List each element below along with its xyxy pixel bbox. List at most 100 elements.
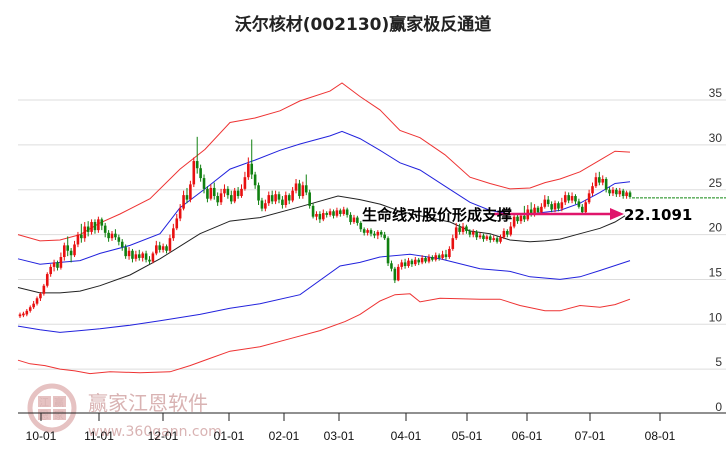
candle [35,298,39,304]
channel-lines [17,82,631,375]
candle [321,213,325,220]
y-tick-label: 5 [715,355,722,369]
chart-title: 沃尔核材(002130)赢家极反通道 [234,15,492,35]
candle [366,230,369,233]
candle [499,237,502,242]
inner-lower-line [17,253,631,333]
candle [182,195,185,209]
candle [529,209,533,214]
candle [97,219,100,231]
candle [563,195,567,203]
candle [141,253,144,258]
candle [587,193,591,203]
candle [550,204,553,210]
candle [151,253,155,262]
candle [192,161,196,185]
grid-lines [18,99,726,370]
candle [420,257,424,263]
candle [189,184,192,200]
candle [226,188,230,196]
x-tick-label: 08-01 [645,429,676,443]
candle [107,232,110,239]
candle [199,168,202,179]
x-tick-label: 07-01 [575,429,606,443]
candle [339,210,342,214]
candle [264,203,267,209]
candle [114,233,117,238]
candle [124,247,127,257]
annotation: 生命线对股价形成支撑 22.1091 [362,206,692,224]
candle [362,229,366,233]
candle [59,257,63,268]
candle [506,231,509,235]
annotation-value: 22.1091 [624,206,692,224]
candle [485,236,489,240]
candle [468,231,472,235]
x-tick-label: 01-01 [214,429,245,443]
candlestick-series [18,136,632,319]
candle [458,227,461,232]
candle [223,188,226,194]
candle [332,211,335,216]
candle [390,263,393,269]
candle [229,195,233,202]
candle [393,268,397,281]
candle [379,231,383,235]
candle [148,259,151,262]
candle [349,214,352,223]
candle [90,222,93,232]
candle [546,199,550,205]
candle [519,215,523,222]
y-tick-label: 25 [709,176,723,190]
candle [240,188,243,197]
candle [342,209,346,214]
candle [257,185,260,201]
candle [359,222,363,230]
x-tick-label: 10-01 [26,429,57,443]
candle [584,202,587,213]
outer-lower-line [17,293,631,375]
candle [39,293,42,299]
x-tick-label: 02-01 [269,429,300,443]
candle [403,262,407,266]
candle [86,226,90,232]
x-tick-label: 12-01 [148,429,179,443]
candle [478,235,482,238]
candle [625,192,628,197]
x-axis: 10-01 11-01 12-01 01-01 02-01 03-01 04-01 05-01… [18,412,726,443]
candle [100,219,104,226]
candle [553,203,557,210]
outer-upper-line [17,82,631,242]
candle [396,266,400,281]
candle [345,209,349,215]
candle [117,237,121,242]
candle [386,238,390,264]
candle [281,199,284,205]
candle [202,178,206,189]
candle [557,203,560,209]
candle [618,190,622,195]
watermark-logo-char: 恩 [39,410,49,422]
candle [178,208,182,219]
candle [369,230,373,234]
candle [76,234,80,245]
candle [482,235,485,240]
candle [376,231,380,236]
candle [580,206,584,213]
candle [172,228,175,239]
candle [298,183,301,197]
candle [120,241,124,248]
candle [260,200,264,209]
candle [304,185,308,193]
candle [137,254,141,258]
candle [424,257,427,262]
candle [311,205,315,217]
x-tick-label: 05-01 [452,429,483,443]
candle [219,193,223,203]
watermark-url: www.360gann.com [88,424,222,440]
candle [127,250,131,257]
candle [444,254,448,258]
candle [475,231,478,238]
candle [407,260,410,266]
